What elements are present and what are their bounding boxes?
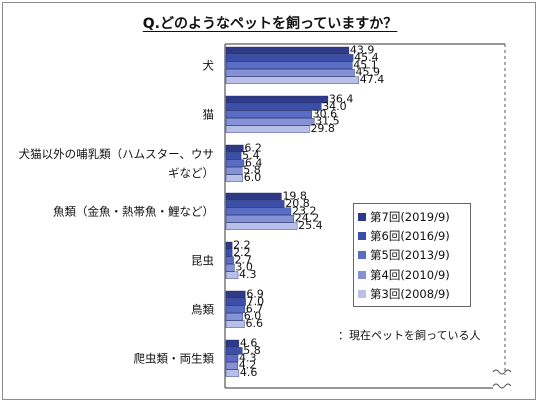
bar (225, 76, 359, 84)
data-label: 6.2 (244, 142, 261, 155)
legend-item: 第7回(2019/9) (358, 207, 466, 226)
legend-swatch (358, 290, 366, 299)
legend-label: 第5回(2013/9) (370, 248, 450, 263)
legend-item: 第3回(2008/9) (358, 285, 466, 304)
legend-label: 第4回(2010/9) (370, 267, 450, 282)
data-label: 31.5 (315, 115, 340, 128)
bar (225, 369, 240, 377)
data-label: 34.0 (322, 100, 347, 113)
bar (225, 298, 246, 306)
bar (225, 144, 244, 153)
legend-swatch (358, 212, 366, 221)
data-label: 2.2 (233, 239, 251, 252)
category-label: ギなど） (168, 166, 214, 180)
legend-label: 第3回(2008/9) (370, 287, 450, 302)
bar (225, 214, 294, 223)
legend-item: 第6回(2016/9) (358, 226, 466, 245)
bar (225, 152, 242, 160)
bar (225, 54, 354, 62)
data-label: 6.6 (245, 317, 262, 330)
bar (225, 192, 282, 201)
category-label: 魚類（金魚・熱帯魚・鯉など） (53, 205, 214, 219)
category-label: 犬猫以外の哺乳類（ハムスター、ウサ (19, 147, 214, 161)
bar (225, 249, 233, 257)
bar (225, 271, 239, 279)
chart-legend: 第7回(2019/9) 第6回(2016/9) 第5回(2013/9) 第4回(… (353, 203, 471, 307)
bar (225, 207, 292, 216)
bar (225, 159, 245, 168)
bar (225, 362, 238, 370)
bar (225, 117, 315, 126)
bar (225, 222, 298, 230)
wave-mark-right (492, 369, 512, 375)
data-label: 47.4 (360, 73, 385, 86)
wave-mark-bottom (492, 383, 512, 389)
data-label: 29.8 (310, 122, 335, 135)
data-label: 45.9 (356, 66, 381, 79)
category-label: 爬虫類・両生類 (134, 352, 215, 366)
category-label: 猫 (203, 108, 215, 122)
data-label: 4.3 (239, 268, 256, 281)
legend-swatch (358, 232, 366, 241)
bar (225, 200, 285, 208)
category-label: 犬 (203, 59, 215, 73)
chart-title: Q.どのようなペットを飼っていますか？ (142, 16, 398, 32)
legend-item: 第4回(2010/9) (358, 265, 466, 284)
bar (225, 241, 233, 250)
data-label: 43.9 (350, 44, 375, 57)
data-label: 6.9 (246, 288, 264, 301)
data-label: 20.8 (285, 197, 310, 210)
data-label: 2.7 (235, 253, 253, 266)
legend-item: 第5回(2013/9) (358, 246, 466, 265)
bar (225, 256, 234, 264)
data-label: 30.6 (313, 107, 338, 120)
bar (225, 125, 310, 133)
bar (225, 110, 312, 119)
bar (225, 103, 322, 111)
bar (225, 290, 246, 299)
category-label: 鳥類 (191, 303, 214, 317)
data-label: 3.0 (235, 261, 253, 274)
data-label: 6.0 (244, 171, 261, 184)
data-label: 45.1 (353, 58, 378, 71)
data-label: 6.4 (245, 156, 262, 169)
bar (225, 95, 329, 104)
bar (225, 68, 355, 77)
bar (225, 305, 245, 313)
legend-swatch (358, 251, 366, 260)
data-label: 4.2 (239, 359, 257, 372)
bar (225, 320, 245, 328)
legend-swatch (358, 270, 366, 279)
data-label: 4.6 (240, 337, 258, 350)
data-label: 7.0 (247, 295, 265, 308)
bar (225, 347, 243, 355)
data-label: 24.2 (295, 212, 320, 225)
data-label: 6.0 (244, 310, 261, 323)
bar (225, 339, 240, 348)
bar (225, 354, 239, 362)
data-label: 25.4 (298, 219, 323, 232)
bar (225, 61, 353, 69)
legend-label: 第6回(2016/9) (370, 229, 450, 244)
data-label: 19.8 (282, 190, 307, 203)
data-label: 4.6 (240, 366, 258, 379)
category-label: 昆虫 (191, 254, 214, 268)
data-label: 4.3 (239, 351, 256, 364)
data-label: 5.8 (243, 344, 260, 357)
data-label: 5.8 (243, 164, 260, 177)
legend-label: 第7回(2019/9) (370, 209, 450, 224)
bar (225, 46, 350, 55)
data-label: 23.2 (292, 204, 317, 217)
chart-note: ：現在ペットを飼っている人 (338, 329, 481, 342)
bar (225, 174, 243, 182)
data-label: 36.4 (329, 93, 354, 106)
data-label: 5.4 (242, 149, 260, 162)
bar (225, 264, 235, 272)
bar (225, 166, 243, 175)
data-label: 2.2 (233, 246, 251, 259)
bar (225, 313, 243, 321)
data-label: 45.4 (354, 51, 379, 64)
data-label: 6.7 (246, 302, 264, 315)
